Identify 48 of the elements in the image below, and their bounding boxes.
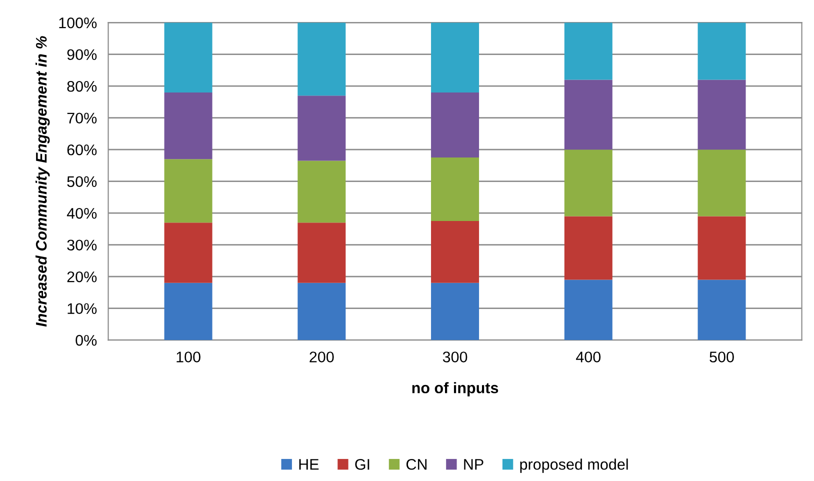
bar — [564, 22, 612, 80]
x-tick-label: 300 — [442, 352, 468, 362]
bar — [431, 92, 480, 158]
y-tick-label: 90% — [67, 49, 97, 60]
bar — [298, 160, 346, 223]
bar — [698, 280, 746, 340]
bar — [564, 80, 612, 150]
legend-label: CN — [406, 458, 427, 470]
bar — [298, 96, 346, 161]
x-axis-title: no of inputs — [412, 382, 498, 396]
bar — [431, 158, 480, 222]
bar — [164, 282, 212, 340]
y-tick-label: 80% — [67, 80, 97, 92]
bar — [298, 282, 346, 340]
bar — [698, 22, 746, 80]
x-tick-label: 500 — [710, 352, 734, 362]
x-tick-label: 200 — [310, 352, 334, 362]
y-axis-title: Increased Community Engagement in % — [36, 36, 50, 327]
legend-label: NP — [464, 459, 484, 470]
y-tick-label: 70% — [67, 112, 97, 124]
y-tick-label: 20% — [67, 271, 97, 282]
y-tick-label: 40% — [66, 208, 97, 219]
bar — [298, 222, 346, 283]
y-tick-label: 100% — [59, 17, 97, 28]
bar — [564, 216, 612, 280]
bar — [698, 150, 746, 216]
bar — [164, 222, 212, 283]
y-tick-label: 10% — [68, 303, 97, 314]
legend-label: proposed model — [520, 458, 628, 473]
y-tick-label: 30% — [67, 240, 97, 251]
bar — [564, 280, 612, 340]
bar — [431, 22, 480, 92]
bar — [164, 159, 212, 223]
bar — [164, 22, 212, 92]
bar — [431, 221, 480, 283]
y-tick-label: 0% — [76, 334, 97, 346]
bar — [698, 80, 746, 150]
x-tick-label: 400 — [576, 352, 601, 362]
bar — [431, 282, 480, 340]
x-tick-label: 100 — [176, 352, 200, 362]
legend-label: HE — [299, 459, 319, 470]
y-tick-label: 60% — [67, 144, 97, 156]
bar — [564, 150, 612, 216]
bar — [298, 22, 346, 96]
bar — [164, 92, 212, 160]
bar — [698, 216, 746, 280]
y-tick-label: 50% — [67, 176, 97, 188]
legend-label: GI — [355, 458, 370, 470]
